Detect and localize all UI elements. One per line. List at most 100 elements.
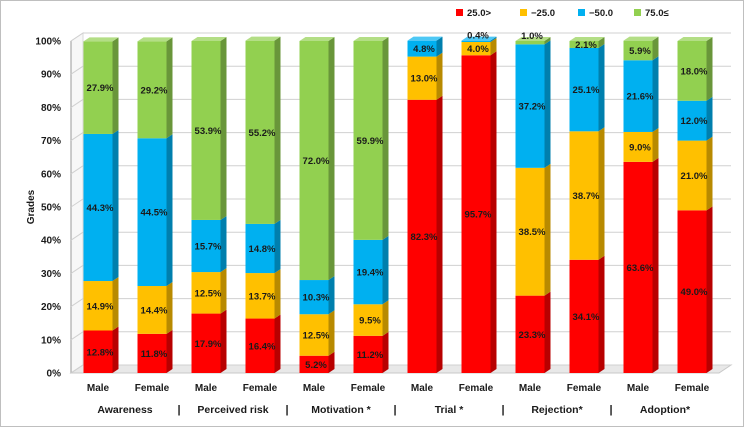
data-label: 13.7% xyxy=(249,291,276,302)
gridline-diagonal xyxy=(70,198,84,208)
bar-segment xyxy=(83,41,113,134)
bar-segment xyxy=(245,273,275,319)
data-label: 21.6% xyxy=(627,92,654,103)
bar-segment-side xyxy=(328,37,335,281)
bar-segment xyxy=(515,295,545,373)
data-label: 18.0% xyxy=(681,66,708,77)
bar-segment-side xyxy=(328,276,335,315)
bar-segment-side xyxy=(382,300,389,336)
data-label: 14.9% xyxy=(87,301,114,312)
bar-segment xyxy=(137,286,167,334)
bar-segment xyxy=(245,40,275,224)
x-category-label: Female xyxy=(459,383,494,394)
bar-segment-side xyxy=(652,36,659,61)
bar-segment xyxy=(569,131,599,260)
bar-segment xyxy=(407,99,437,373)
bar-segment-side xyxy=(220,268,227,314)
data-label: 12.5% xyxy=(195,288,222,299)
data-label: 72.0% xyxy=(303,156,330,167)
bar-segment-side xyxy=(436,36,443,57)
bar-segment-side xyxy=(166,282,173,334)
x-category-label: Female xyxy=(567,383,602,394)
bar-segment xyxy=(569,47,599,132)
bar-segment-side xyxy=(652,127,659,162)
bar-segment xyxy=(191,272,221,314)
x-category-label: Male xyxy=(87,383,110,394)
bar-segment-side xyxy=(706,96,713,141)
x-category-label: Male xyxy=(627,383,650,394)
y-tick-label: 70% xyxy=(41,136,61,147)
data-label: 16.4% xyxy=(249,341,276,352)
bar-segment xyxy=(191,313,221,373)
bar-segment xyxy=(191,219,221,273)
data-label: 0.4% xyxy=(467,31,489,42)
gridline-diagonal xyxy=(70,331,84,341)
bar-segment-side xyxy=(274,36,281,224)
data-label: 14.8% xyxy=(249,244,276,255)
bar-segment xyxy=(677,140,707,211)
data-label: 23.3% xyxy=(519,330,546,341)
legend-swatch xyxy=(578,9,585,16)
data-label: 37.2% xyxy=(519,102,546,113)
bar-segment-side xyxy=(220,309,227,373)
x-group-label: Motivation * xyxy=(311,404,371,416)
bar-top-face xyxy=(137,37,173,42)
bar-top-face xyxy=(407,36,443,41)
bar-segment-side xyxy=(598,43,605,132)
legend-swatch xyxy=(634,9,641,16)
bar-segment xyxy=(677,210,707,373)
gridline-diagonal xyxy=(70,165,84,175)
data-label: 12.0% xyxy=(681,116,708,127)
x-group-label: Trial * xyxy=(435,404,465,416)
data-label: 19.4% xyxy=(357,268,384,279)
bar-segment-side xyxy=(112,129,119,282)
y-axis-title: Grades xyxy=(26,189,37,224)
bar-segment-side xyxy=(544,37,551,45)
legend-label: 25.0> xyxy=(467,8,491,19)
bar-segment xyxy=(353,304,383,336)
bar-segment-side xyxy=(166,329,173,373)
bar-segment xyxy=(353,41,383,240)
bar-segment xyxy=(515,44,545,168)
bar-segment-side xyxy=(436,95,443,373)
bar-segment xyxy=(299,280,329,315)
bar-segment xyxy=(353,335,383,373)
x-group-separator: | xyxy=(177,404,180,416)
data-label: 34.1% xyxy=(573,312,600,323)
y-tick-label: 0% xyxy=(47,369,62,380)
gridline-diagonal xyxy=(70,364,84,374)
bar-segment-side xyxy=(382,37,389,240)
data-label: 9.5% xyxy=(359,316,381,327)
bar-segment xyxy=(569,41,599,48)
data-label: 29.2% xyxy=(141,85,168,96)
legend-swatch xyxy=(520,9,527,16)
bar-segment-side xyxy=(112,277,119,331)
bar-segment xyxy=(461,41,491,56)
y-tick-label: 10% xyxy=(41,335,61,346)
y-tick-label: 60% xyxy=(41,169,61,180)
y-tick-label: 30% xyxy=(41,269,61,280)
x-category-label: Female xyxy=(675,383,710,394)
data-label: 11.8% xyxy=(141,349,168,360)
bar-segment-side xyxy=(436,52,443,100)
bar-segment xyxy=(137,333,167,373)
data-label: 5.2% xyxy=(305,360,327,371)
gridline-diagonal xyxy=(70,65,84,75)
bar-segment-side xyxy=(598,127,605,260)
legend-label: 75.0≤ xyxy=(645,8,669,19)
data-label: 44.5% xyxy=(141,208,168,219)
bar-segment-side xyxy=(382,331,389,373)
x-group-label: Perceived risk xyxy=(197,404,268,416)
y-tick-label: 50% xyxy=(41,203,61,214)
bar-segment xyxy=(461,55,491,373)
bar-segment xyxy=(245,223,275,274)
data-label: 1.0% xyxy=(521,31,543,42)
data-label: 12.5% xyxy=(303,330,330,341)
x-group-label: Awareness xyxy=(97,404,152,416)
data-label: 44.3% xyxy=(87,203,114,214)
legend-label: −25.0 xyxy=(531,8,555,19)
x-group-label: Adoption* xyxy=(640,404,691,416)
bar-segment xyxy=(137,138,167,287)
data-label: 11.2% xyxy=(357,350,384,361)
